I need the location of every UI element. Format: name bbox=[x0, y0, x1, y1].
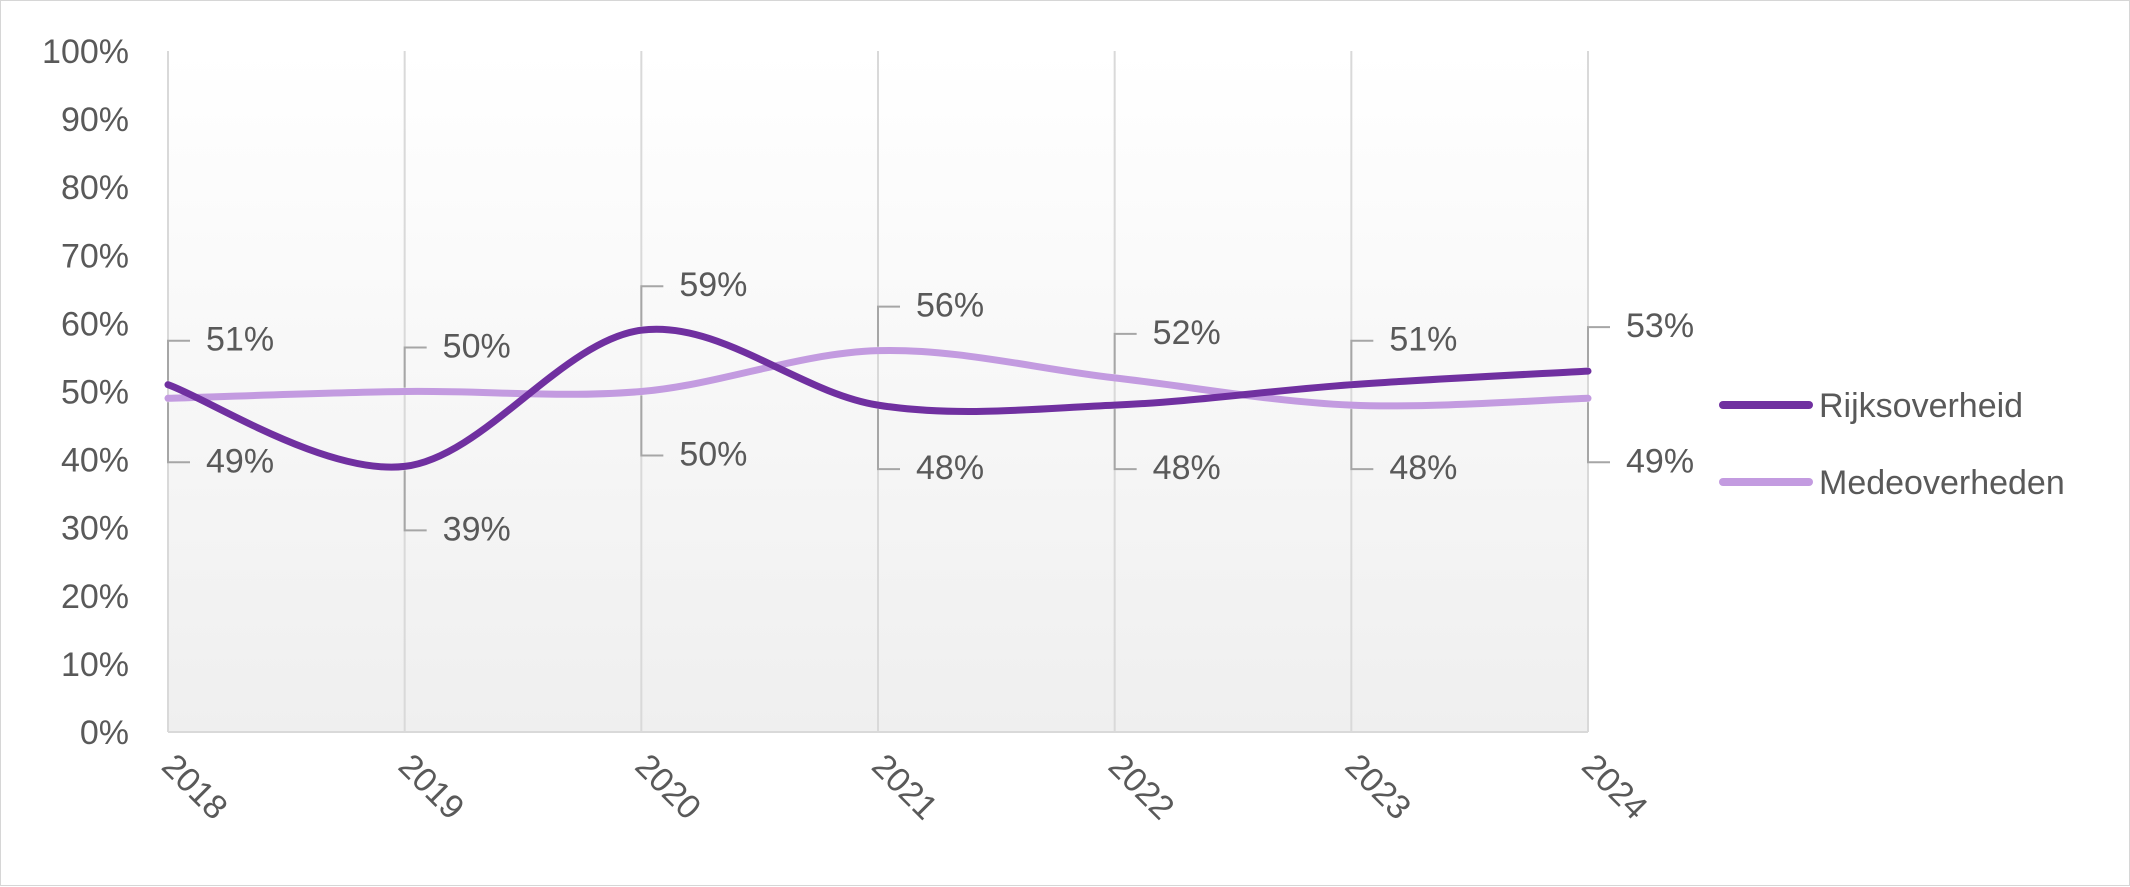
data-label-leader bbox=[167, 402, 190, 464]
data-label-medeoverheden: 49% bbox=[206, 442, 274, 480]
x-tick-label: 2019 bbox=[391, 747, 471, 827]
y-tick-label: 0% bbox=[80, 714, 129, 752]
y-tick-label: 90% bbox=[61, 101, 129, 139]
x-tick-label: 2021 bbox=[864, 747, 944, 827]
data-label-medeoverheden: 56% bbox=[916, 287, 984, 325]
x-tick-label: 2023 bbox=[1338, 747, 1418, 827]
data-label-medeoverheden: 50% bbox=[679, 436, 747, 474]
data-label-rijksoverheid: 51% bbox=[1389, 321, 1457, 359]
y-tick-label: 100% bbox=[42, 33, 129, 71]
y-tick-label: 80% bbox=[61, 169, 129, 207]
data-label-leader bbox=[1587, 326, 1610, 368]
x-tick-label: 2018 bbox=[154, 747, 234, 827]
data-label-leader bbox=[1350, 409, 1374, 471]
data-label-leader bbox=[640, 395, 664, 457]
data-label-medeoverheden: 48% bbox=[1389, 449, 1457, 487]
data-label-leader bbox=[403, 470, 427, 532]
data-label-rijksoverheid: 53% bbox=[1626, 307, 1694, 345]
data-label-leader bbox=[1587, 402, 1610, 464]
y-tick-label: 20% bbox=[61, 578, 129, 616]
y-tick-label: 40% bbox=[61, 442, 129, 480]
data-label-rijksoverheid: 39% bbox=[443, 510, 511, 548]
data-label-medeoverheden: 49% bbox=[1626, 442, 1694, 480]
x-tick-label: 2022 bbox=[1101, 747, 1181, 827]
legend-label-medeoverheden: Medeoverheden bbox=[1819, 464, 2065, 502]
data-label-leader bbox=[1113, 332, 1137, 374]
data-label-medeoverheden: 52% bbox=[1153, 314, 1221, 352]
y-tick-label: 50% bbox=[61, 374, 129, 412]
data-label-leader bbox=[1113, 409, 1137, 471]
data-label-medeoverheden: 50% bbox=[443, 328, 511, 366]
data-label-leader bbox=[167, 339, 190, 381]
data-label-rijksoverheid: 48% bbox=[916, 449, 984, 487]
y-tick-label: 10% bbox=[61, 646, 129, 684]
x-tick-label: 2020 bbox=[628, 747, 708, 827]
data-label-rijksoverheid: 59% bbox=[679, 266, 747, 304]
legend-label-rijksoverheid: Rijksoverheid bbox=[1819, 387, 2023, 425]
data-label-leader bbox=[877, 305, 900, 347]
x-tick-label: 2024 bbox=[1574, 747, 1654, 827]
data-label-leader bbox=[403, 346, 427, 388]
data-label-leader bbox=[877, 409, 900, 471]
data-label-leader bbox=[1350, 339, 1374, 381]
y-tick-label: 70% bbox=[61, 237, 129, 275]
y-tick-label: 30% bbox=[61, 510, 129, 548]
data-label-rijksoverheid: 48% bbox=[1153, 449, 1221, 487]
y-tick-label: 60% bbox=[61, 305, 129, 343]
series-line-medeoverheden bbox=[164, 346, 1592, 410]
data-label-rijksoverheid: 51% bbox=[206, 321, 274, 359]
series-line-rijksoverheid bbox=[164, 325, 1592, 471]
data-label-leader bbox=[640, 285, 664, 327]
